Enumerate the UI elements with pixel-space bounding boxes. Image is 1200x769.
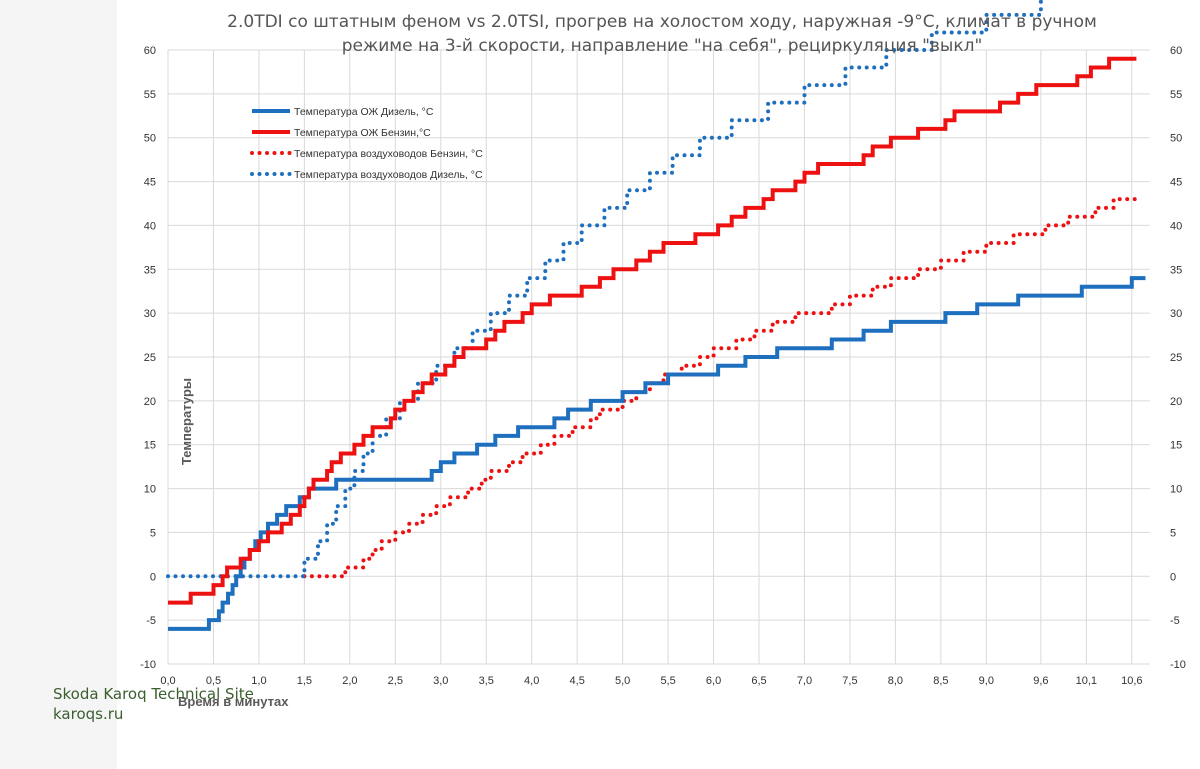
y-tick-label-right: 10 [1170,484,1182,496]
y-tick-label-right: 55 [1170,89,1182,101]
y-tick-label-right: -5 [1170,615,1180,627]
series-line-3 [302,197,1139,579]
y-tick-label-right: 30 [1170,308,1182,320]
y-tick-label-left: 20 [144,396,156,408]
legend-label-2: Температура ОЖ Бензин,°C [294,127,431,139]
x-tick-label: 6,0 [706,675,721,687]
y-tick-label-left: 55 [144,89,156,101]
y-tick-label-right: 60 [1170,45,1182,57]
y-tick-label-right: 15 [1170,440,1182,452]
y-tick-label-left: -10 [140,659,156,671]
series-line-2 [168,56,1137,605]
y-tick-label-right: 0 [1170,571,1176,583]
x-tick-label: 2,5 [388,675,403,687]
x-tick-label: 9,0 [979,675,994,687]
y-tick-label-left: -5 [146,615,156,627]
y-tick-label-right: -10 [1170,659,1186,671]
x-tick-label: 10,6 [1121,675,1142,687]
y-tick-label-left: 25 [144,352,156,364]
watermark-domain: karoqs.ru [53,705,124,723]
chart-title-line-2: режиме на 3-й скорости, направление "на … [342,36,983,56]
series-lines [166,0,1146,631]
legend-label-3: Температура воздуховодов Бензин, °C [294,148,483,160]
y-tick-label-left: 60 [144,45,156,57]
series-line-1 [168,276,1146,631]
y-tick-label-left: 35 [144,264,156,276]
series-line-4 [166,0,1043,579]
x-tick-label: 1,5 [297,675,312,687]
x-tick-label: 5,5 [660,675,675,687]
legend: Температура ОЖ Дизель, °C Температура ОЖ … [250,106,483,181]
x-tick-label: 3,5 [479,675,494,687]
x-tick-label: 0,0 [160,675,175,687]
chart-title-line-1: 2.0TDI со штатным феном vs 2.0TSI, прогр… [227,12,1097,32]
y-tick-label-left: 45 [144,177,156,189]
x-tick-label: 10,1 [1076,675,1097,687]
y-tick-label-left: 40 [144,220,156,232]
x-tick-label: 8,5 [933,675,948,687]
x-tick-label: 3,0 [433,675,448,687]
watermark-site-name: Skoda Karoq Technical Site [53,685,254,703]
y-tick-label-right: 40 [1170,220,1182,232]
y-tick-label-right: 50 [1170,133,1182,145]
y-tick-label-right: 20 [1170,396,1182,408]
y-tick-label-left: 0 [150,571,156,583]
x-tick-label: 2,0 [342,675,357,687]
page-left-margin [0,0,117,769]
x-axis-label: Время в минутах [178,694,289,709]
horizontal-gridlines [168,49,1150,665]
x-tick-label: 5,0 [615,675,630,687]
x-tick-label: 9,6 [1033,675,1048,687]
site-watermark: Skoda Karoq Technical Site karoqs.ru [53,684,254,724]
y-tick-label-right: 45 [1170,177,1182,189]
y-tick-label-left: 50 [144,133,156,145]
y-tick-label-right: 25 [1170,352,1182,364]
x-tick-label: 6,5 [751,675,766,687]
y-tick-label-left: 15 [144,440,156,452]
y-tick-label-left: 5 [150,527,156,539]
x-tick-label: 8,0 [888,675,903,687]
legend-label-1: Температура ОЖ Дизель, °C [294,106,434,118]
x-tick-label: 1,0 [251,675,266,687]
x-tick-label: 4,0 [524,675,539,687]
y-tick-label-left: 10 [144,484,156,496]
x-tick-label: 0,5 [206,675,221,687]
y-tick-label-right: 35 [1170,264,1182,276]
y-axis-label: Температуры [179,378,194,465]
x-tick-label: 7,0 [797,675,812,687]
legend-label-4: Температура воздуховодов Дизель, °C [294,169,483,181]
x-tick-label: 4,5 [570,675,585,687]
y-tick-label-left: 30 [144,308,156,320]
x-tick-label: 7,5 [842,675,857,687]
y-tick-label-right: 5 [1170,527,1176,539]
